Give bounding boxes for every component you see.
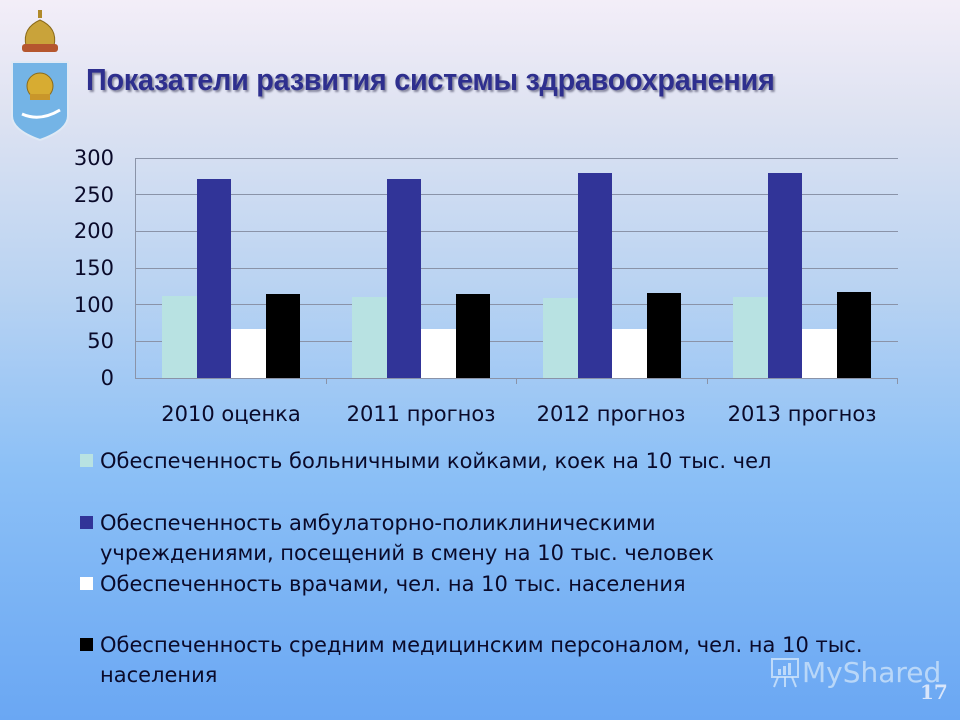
y-tick-300: 300 [73, 146, 114, 170]
legend-swatch [80, 516, 93, 529]
legend-swatch [80, 638, 93, 651]
legend-item-outpatient: Обеспеченность амбулаторно-поликлиническ… [80, 508, 820, 568]
bar-3-1 [767, 172, 802, 378]
bar-0-3 [265, 293, 300, 378]
legend-item-nurses: Обеспеченность средним медицинским персо… [80, 630, 900, 690]
bar-3-3 [836, 292, 871, 378]
coat-of-arms-icon [11, 10, 69, 142]
x-category-label: 2011 прогноз [346, 402, 496, 426]
legend-swatch [80, 577, 93, 590]
gridline [135, 268, 898, 269]
watermark-text: MyShared [802, 655, 942, 689]
y-tick-200: 200 [73, 219, 114, 243]
legend-label: Обеспеченность средним медицинским персо… [100, 633, 863, 687]
x-category-label: 2012 прогноз [536, 402, 686, 426]
page-number: 17 [920, 680, 948, 704]
bar-2-0 [543, 298, 578, 378]
legend-label: Обеспеченность больничными койками, коек… [100, 449, 772, 473]
bar-0-2 [231, 328, 266, 378]
y-tick-100: 100 [73, 293, 114, 317]
y-axis-line [135, 158, 136, 379]
bar-2-2 [612, 328, 647, 378]
bar-0-0 [162, 295, 197, 378]
legend-item-beds: Обеспеченность больничными койками, коек… [80, 446, 920, 476]
bar-1-2 [421, 328, 456, 378]
legend-swatch [80, 454, 93, 467]
bar-2-1 [577, 172, 612, 378]
bar-2-3 [646, 292, 681, 378]
y-tick-250: 250 [73, 183, 114, 207]
bar-3-0 [733, 297, 768, 378]
bar-1-1 [386, 179, 421, 378]
x-category-label: 2013 прогноз [727, 402, 877, 426]
gridline [135, 194, 898, 195]
y-tick-150: 150 [73, 256, 114, 280]
legend-label: Обеспеченность амбулаторно-поликлиническ… [100, 511, 714, 565]
gridline [135, 341, 898, 342]
presentation-board-icon [771, 658, 799, 688]
bar-chart: 300 250 200 150 100 50 0 2010 оценка 201… [73, 146, 898, 426]
bar-0-1 [196, 179, 231, 378]
x-axis-tick [516, 378, 517, 384]
page-title: Показатели развития системы здравоохране… [86, 62, 775, 97]
legend-item-doctors: Обеспеченность врачами, чел. на 10 тыс. … [80, 569, 920, 599]
gridline [135, 158, 898, 159]
x-axis-tick [326, 378, 327, 384]
gridline [135, 304, 898, 305]
bar-1-0 [352, 297, 387, 378]
x-axis-tick [897, 378, 898, 384]
x-axis-tick [707, 378, 708, 384]
y-tick-0: 0 [100, 366, 114, 390]
legend-label: Обеспеченность врачами, чел. на 10 тыс. … [100, 572, 686, 596]
watermark: MyShared [768, 655, 941, 689]
bar-1-3 [455, 293, 490, 378]
gridline [135, 231, 898, 232]
y-tick-50: 50 [87, 329, 114, 353]
x-category-label: 2010 оценка [161, 402, 301, 426]
bar-3-2 [802, 328, 837, 378]
